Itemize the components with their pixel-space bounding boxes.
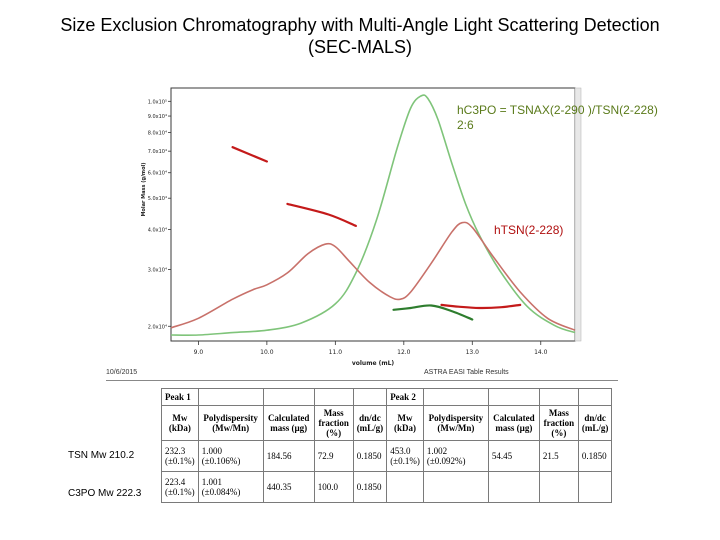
table-cell: 232.3 (±0.1%) (161, 440, 199, 472)
htsn-annotation: hTSN(2-228) (494, 223, 564, 237)
table-cell: 1.001 (±0.084%) (197, 471, 264, 503)
table-cell: 100.0 (313, 471, 354, 503)
chart-svg: 9.0 10.0 11.0 12.0 13.0 14.0 volume (mL) 1.0x10… (141, 87, 582, 367)
table-cell: 0.1850 (352, 440, 388, 472)
x-axis-label: volume (mL) (352, 360, 395, 367)
col-header: Polydispersity (Mw/Mn) (197, 405, 264, 441)
y-tick-label: 9.0x10⁴ (148, 114, 167, 120)
row-side-label-tsn: TSN Mw 210.2 (68, 450, 135, 461)
x-tick-label: 9.0 (194, 349, 204, 356)
slide-title-line1: Size Exclusion Chromatography with Multi… (60, 15, 660, 35)
column-header-row: Mw (kDa) Polydispersity (Mw/Mn) Calculat… (161, 405, 613, 441)
table-cell: 440.35 (262, 471, 315, 503)
table-cell: 1.002 (±0.092%) (422, 440, 489, 472)
results-table: Peak 1 Peak 2 Mw (kDa) Polydispersity (M… (161, 388, 613, 503)
plot-frame (170, 87, 576, 342)
col-header: Calculated mass (µg) (262, 405, 315, 441)
x-tick-label: 10.0 (260, 349, 274, 356)
x-tick-label: 11.0 (329, 349, 343, 356)
htsn-trace (170, 221, 576, 331)
col-header: Mw (kDa) (161, 405, 199, 441)
table-cell: 0.1850 (577, 440, 613, 472)
peak2-label: Peak 2 (386, 388, 424, 406)
y-axis-label: Molar Mass (g/mol) (141, 162, 147, 216)
table-cell: 223.4 (±0.1%) (161, 471, 199, 503)
col-header: Mw (kDa) (386, 405, 424, 441)
hc3po-annotation: hC3PO = TSNAX(2-290 )/TSN(2-228) 2:6 (457, 103, 658, 133)
col-header: Calculated mass (µg) (487, 405, 540, 441)
peak-label-row: Peak 1 Peak 2 (161, 388, 613, 406)
sec-mals-chart: 9.0 10.0 11.0 12.0 13.0 14.0 volume (mL) 1.0x10… (137, 83, 585, 371)
mass-pink-1-line (231, 146, 268, 163)
results-date: 10/6/2015 (106, 369, 138, 376)
x-tick-label: 12.0 (397, 349, 411, 356)
table-row: 223.4 (±0.1%) 1.001 (±0.084%) 440.35 100… (161, 471, 613, 503)
y-tick-label: 4.0x10⁴ (148, 227, 167, 233)
mass-pink-2-line (286, 202, 357, 227)
col-header: dn/dc (mL/g) (352, 405, 388, 441)
table-row: 232.3 (±0.1%) 1.000 (±0.106%) 184.56 72.… (161, 440, 613, 472)
y-tick-label: 3.0x10⁴ (148, 268, 167, 274)
y-tick-label: 2.0x10⁴ (148, 324, 167, 330)
table-cell: 0.1850 (352, 471, 388, 503)
table-cell: 21.5 (538, 440, 579, 472)
peak1-label: Peak 1 (161, 388, 199, 406)
table-cell (538, 471, 579, 503)
mass-hc3po-line (392, 304, 474, 321)
col-header: Mass fraction (%) (538, 405, 579, 441)
y-tick-label: 5.0x10⁴ (148, 196, 167, 202)
mass-htsn-line (440, 303, 522, 310)
table-cell: 72.9 (313, 440, 354, 472)
table-cell (386, 471, 424, 503)
y-tick-label: 7.0x10⁴ (148, 149, 167, 155)
table-cell (422, 471, 489, 503)
col-header: Mass fraction (%) (313, 405, 354, 441)
results-caption: ASTRA EASI Table Results (424, 369, 509, 376)
table-cell: 54.45 (487, 440, 540, 472)
results-header: 10/6/2015 ASTRA EASI Table Results (106, 368, 618, 381)
plot-scrollbar (574, 87, 582, 342)
slide-title: Size Exclusion Chromatography with Multi… (0, 14, 720, 58)
y-tick-label: 8.0x10⁴ (148, 131, 167, 137)
col-header: dn/dc (mL/g) (577, 405, 613, 441)
hc3po-annotation-line2: 2:6 (457, 118, 474, 132)
col-header: Polydispersity (Mw/Mn) (422, 405, 489, 441)
table-cell (577, 471, 613, 503)
table-cell (487, 471, 540, 503)
x-tick-label: 14.0 (534, 349, 548, 356)
row-side-label-c3po: C3PO Mw 222.3 (68, 488, 142, 499)
y-tick-label: 1.0x10⁵ (148, 99, 167, 105)
x-tick-label: 13.0 (466, 349, 480, 356)
y-tick-label: 6.0x10⁴ (148, 171, 167, 177)
hc3po-trace (170, 94, 576, 336)
table-cell: 453.0 (±0.1%) (386, 440, 424, 472)
hc3po-annotation-line1: hC3PO = TSNAX(2-290 )/TSN(2-228) (457, 103, 658, 117)
table-cell: 1.000 (±0.106%) (197, 440, 264, 472)
table-cell: 184.56 (262, 440, 315, 472)
slide-title-line2: (SEC-MALS) (307, 37, 412, 57)
